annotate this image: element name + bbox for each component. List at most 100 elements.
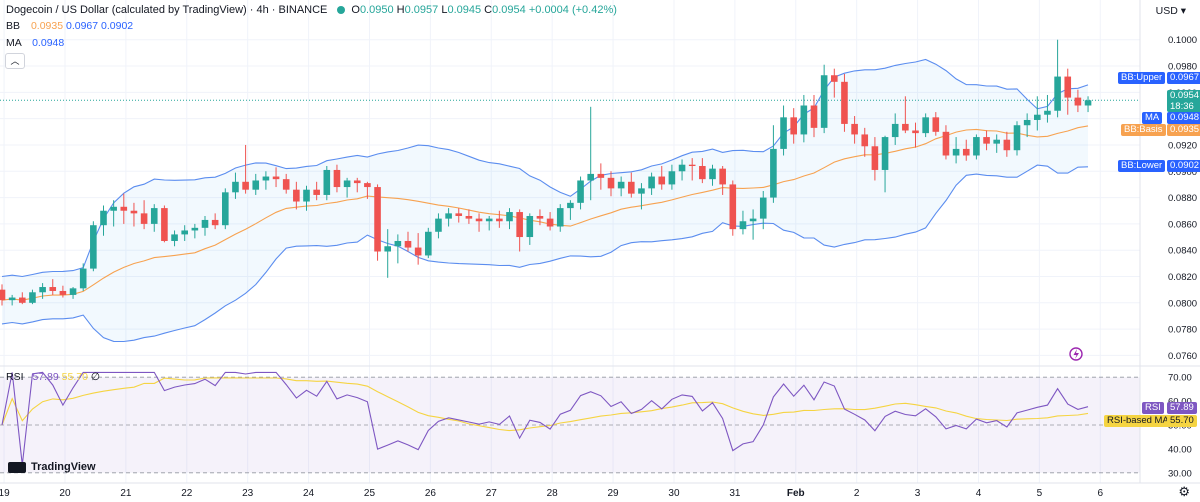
chevron-up-icon: ︿ (10, 56, 20, 66)
candle-body (323, 169, 331, 195)
rsi-tag: RSI (1142, 402, 1164, 414)
ma-label: MA (6, 37, 22, 49)
rsi-tick-label: 30.00 (1168, 468, 1192, 479)
rsi-ma-tag: RSI-based MA (1104, 415, 1172, 427)
chart-header: Dogecoin / US Dollar (calculated by Trad… (6, 4, 617, 16)
x-tick-label: 6 (1097, 488, 1103, 499)
candle-body (496, 218, 503, 222)
candle-body (120, 206, 128, 211)
candle-body (435, 218, 442, 232)
ma-value: 0.0948 (32, 37, 65, 49)
candle-body (252, 180, 260, 190)
x-tick-label: 4 (976, 488, 982, 499)
candle-body (770, 148, 777, 198)
chevron-down-icon: ▾ (1180, 5, 1186, 17)
candle-body (871, 146, 879, 170)
bb-upper-tag-value: 0.0967 (1167, 72, 1200, 84)
candle-body (150, 208, 158, 224)
collapse-legend-button[interactable]: ︿ (5, 53, 25, 69)
current-price-tag: 0.0954 18:36 (1167, 90, 1200, 112)
candle-body (597, 173, 605, 178)
open-label: O (351, 4, 360, 16)
tradingview-mark-icon (8, 461, 26, 473)
candles (0, 39, 1092, 306)
candle-body (1054, 76, 1061, 111)
symbol-title[interactable]: Dogecoin / US Dollar (calculated by Trad… (6, 4, 328, 16)
candle-body (333, 169, 341, 188)
candle-body (211, 219, 219, 226)
y-tick-label: 0.0920 (1168, 140, 1197, 151)
candle-body (678, 164, 686, 172)
bb-lower-tag: BB:Lower (1118, 160, 1166, 172)
tradingview-logo[interactable]: TradingView (8, 461, 96, 473)
candle-body (475, 218, 483, 222)
candle-body (171, 234, 178, 241)
rsi-legend[interactable]: RSI 57.89 55.70 ∅ (6, 371, 100, 383)
candle-body (902, 123, 909, 131)
candle-body (912, 130, 919, 134)
bb-legend[interactable]: BB 0.0935 0.0967 0.0902 (6, 20, 133, 32)
rsi-extra-value: ∅ (90, 371, 100, 383)
ma-tag: MA (1142, 112, 1163, 124)
x-tick-label: 22 (181, 488, 193, 499)
candle-body (628, 181, 635, 194)
candle-body (110, 206, 117, 211)
candle-body (1034, 114, 1041, 120)
candle-body (293, 189, 300, 202)
bb-lower-tag-value: 0.0902 (1167, 160, 1200, 172)
x-tick-label: 21 (120, 488, 132, 499)
rsi-value: 57.89 (32, 371, 59, 383)
currency-selector[interactable]: USD ▾ (1156, 5, 1186, 17)
candle-body (414, 247, 422, 256)
candle-body (425, 231, 432, 256)
candle-body (1003, 139, 1011, 151)
candle-body (719, 168, 726, 185)
candle-body (59, 290, 67, 295)
ma-legend[interactable]: MA 0.0948 (6, 37, 64, 49)
bb-label: BB (6, 20, 21, 32)
candle-body (445, 213, 452, 219)
candle-body (384, 246, 391, 252)
candle-body (638, 188, 645, 194)
currency-label: USD (1155, 5, 1178, 17)
candle-body (861, 134, 869, 147)
rsi-panel (0, 371, 1140, 474)
candle-body (556, 208, 564, 227)
market-status-icon (337, 6, 346, 15)
low-label: L (441, 4, 448, 16)
candle-body (404, 240, 412, 248)
candle-body (851, 123, 858, 135)
bb-lower-line (1, 164, 1089, 343)
candle-body (201, 219, 209, 228)
candle-body (161, 208, 168, 241)
bb-upper-tag: BB:Upper (1118, 72, 1166, 84)
candle-body (709, 168, 716, 180)
candle-body (1084, 100, 1092, 106)
candle-body (739, 221, 747, 230)
change-value: +0.0004 (+0.42%) (528, 4, 617, 16)
candle-body (39, 287, 46, 293)
candle-body (546, 218, 554, 227)
candle-body (993, 139, 1000, 144)
candle-body (353, 180, 361, 184)
candle-body (232, 181, 239, 193)
lightning-icon (1069, 347, 1083, 361)
candle-body (343, 180, 351, 188)
candle-body (140, 213, 148, 224)
x-tick-label: 31 (729, 488, 741, 499)
x-tick-label: 30 (668, 488, 680, 499)
x-tick-label: 3 (915, 488, 921, 499)
gear-icon[interactable]: ⚙ (1178, 484, 1190, 499)
high-value: 0.0957 (404, 4, 439, 16)
candle-body (90, 225, 97, 269)
y-tick-label: 0.0880 (1168, 193, 1197, 204)
candle-body (100, 210, 107, 226)
candle-body (1064, 76, 1072, 98)
y-tick-label: 0.0760 (1168, 351, 1197, 362)
candle-body (932, 117, 940, 132)
candle-body (983, 137, 990, 144)
candle-body (394, 240, 402, 247)
x-tick-label: 23 (242, 488, 254, 499)
